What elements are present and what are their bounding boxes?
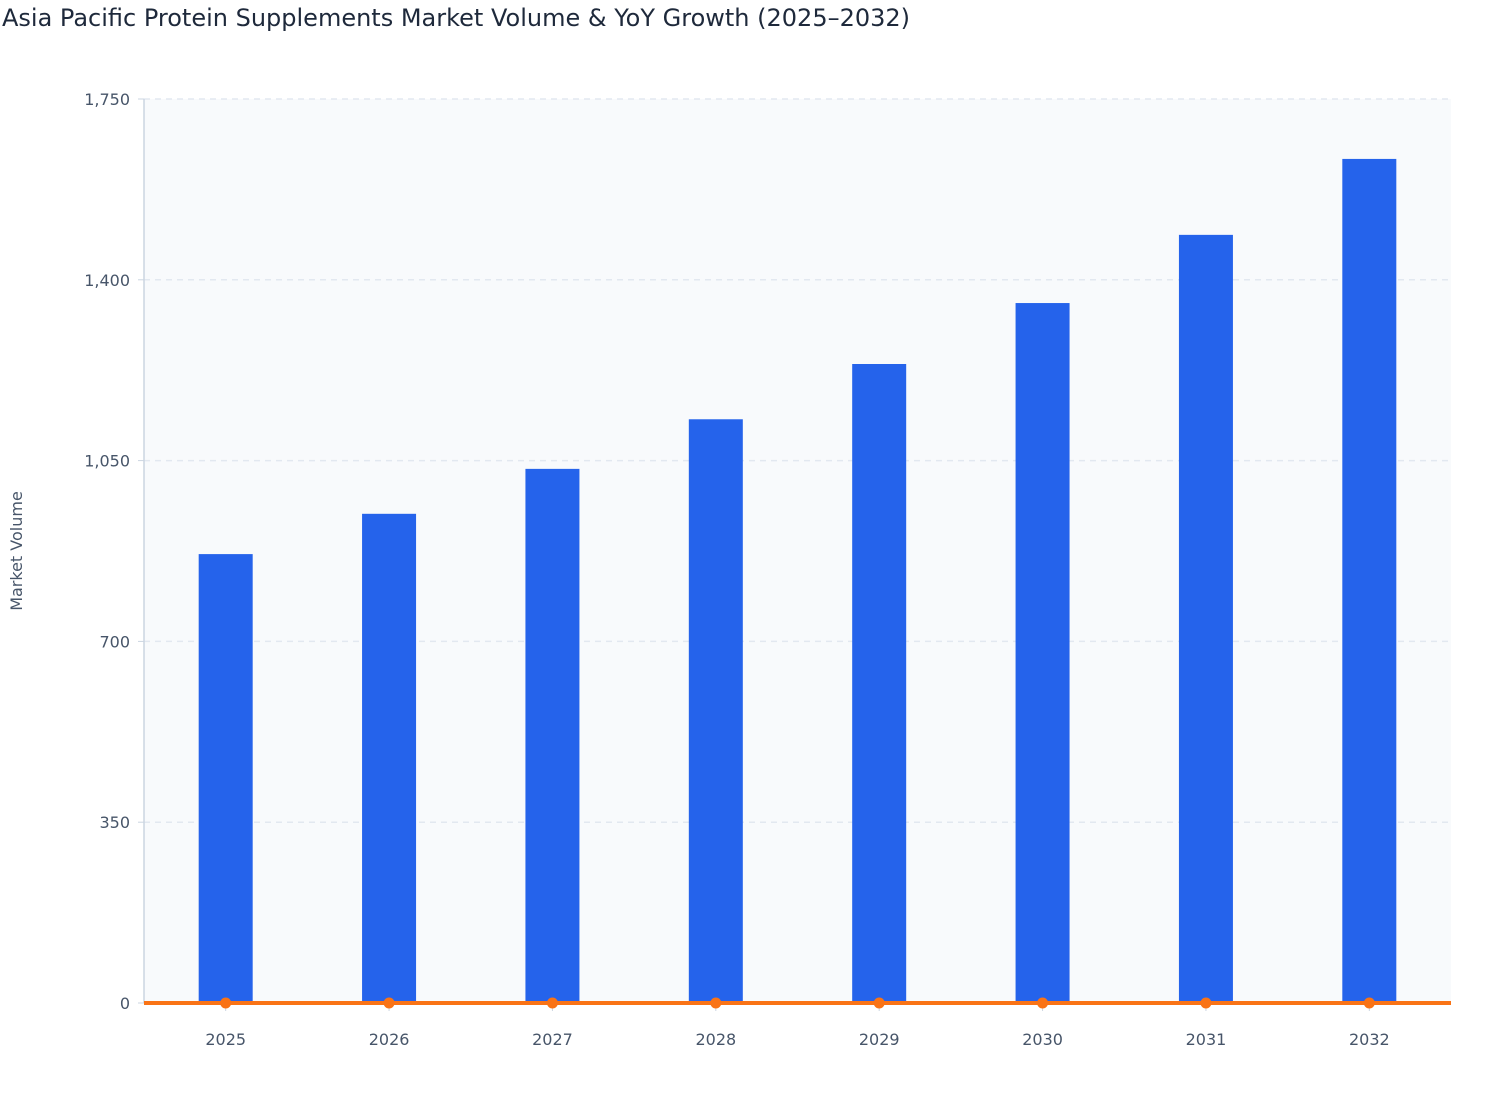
x-tick-label: 2030 bbox=[1022, 1030, 1063, 1049]
growth-point-2030 bbox=[1037, 997, 1049, 1009]
y-tick-label: 0 bbox=[120, 994, 130, 1013]
x-tick-label: 2031 bbox=[1186, 1030, 1227, 1049]
x-tick-label: 2028 bbox=[695, 1030, 736, 1049]
x-tick-label: 2032 bbox=[1349, 1030, 1390, 1049]
y-tick-label: 1,750 bbox=[84, 90, 130, 109]
chart-title: Asia Pacific Protein Supplements Market … bbox=[2, 4, 911, 32]
bar-2027 bbox=[525, 468, 580, 1004]
x-tick-label: 2026 bbox=[369, 1030, 410, 1049]
y-tick-label: 1,050 bbox=[84, 452, 130, 471]
growth-point-2032 bbox=[1363, 997, 1375, 1009]
bar-2026 bbox=[362, 513, 417, 1003]
growth-point-2028 bbox=[710, 997, 722, 1009]
growth-point-2025 bbox=[220, 997, 232, 1009]
growth-point-2027 bbox=[546, 997, 558, 1009]
bar-2029 bbox=[852, 364, 907, 1004]
y-axis-label: Market Volume bbox=[7, 491, 26, 611]
bar-2028 bbox=[688, 419, 743, 1003]
x-tick-label: 2027 bbox=[532, 1030, 573, 1049]
bar-2031 bbox=[1178, 234, 1233, 1004]
growth-point-2029 bbox=[873, 997, 885, 1009]
x-tick-label: 2029 bbox=[859, 1030, 900, 1049]
growth-point-2026 bbox=[383, 997, 395, 1009]
bar-2032 bbox=[1342, 158, 1397, 1003]
bar-2025 bbox=[198, 554, 253, 1003]
y-tick-label: 350 bbox=[99, 813, 130, 832]
y-tick-label: 1,400 bbox=[84, 271, 130, 290]
growth-point-2031 bbox=[1200, 997, 1212, 1009]
y-tick-label: 700 bbox=[99, 632, 130, 651]
plot-area bbox=[144, 99, 1451, 1003]
bar-2030 bbox=[1015, 303, 1070, 1003]
x-tick-label: 2025 bbox=[205, 1030, 246, 1049]
